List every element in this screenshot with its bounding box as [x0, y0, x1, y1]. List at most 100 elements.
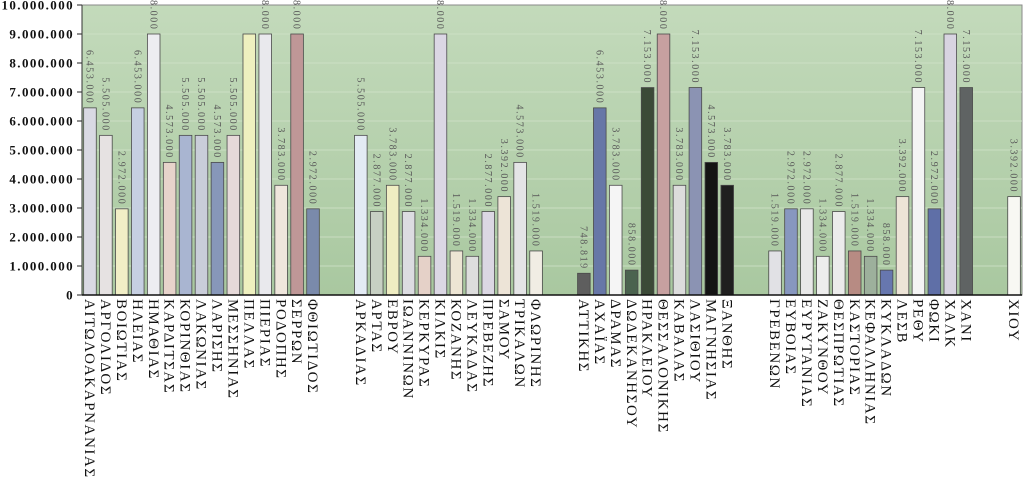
- bar-value-label: 7.153.000: [641, 30, 652, 84]
- x-tick-label: ΒΟΙΩΤΙΑΣ: [113, 299, 129, 383]
- bar-value-label: 5.505.000: [99, 77, 110, 131]
- bar: [816, 255, 830, 296]
- bar: [433, 33, 448, 296]
- bar-value-label: 2.877.000: [832, 154, 843, 208]
- bar-value-label: 2.972.000: [928, 151, 939, 205]
- bar-value-label: 3.783.000: [673, 127, 684, 181]
- x-tick-label: ΕΥΡΥΤΑΝΙΑΣ: [798, 299, 814, 408]
- x-tick-label: ΚΑΒΑΛΑΣ: [671, 299, 687, 383]
- bar-value-label: 2.877.000: [370, 154, 381, 208]
- bar: [656, 33, 671, 296]
- x-tick-label: ΚΑΣΤΟΡΙΑΣ: [846, 299, 862, 396]
- y-axis-labels: 0 1.000.000 2.000.000 3.000.000 4.000.000 5.0…: [2, 0, 75, 303]
- x-tick-label: ΖΑΚΥΝΘΟΥ: [814, 299, 830, 396]
- bar-value-label: 2.877.000: [402, 154, 413, 208]
- bar-value-label: 2.972.000: [785, 151, 796, 205]
- bar-value-label: 8.000: [147, 0, 158, 31]
- x-tick-label: ΙΩΑΝΝΙΝΩΝ: [400, 299, 416, 400]
- x-tick-label: ΚΕΦΑΛΛΗΝΙΑΣ: [862, 299, 878, 426]
- bar: [927, 208, 942, 296]
- bar-value-label: 3.392.000: [896, 139, 907, 193]
- y-tick-label: 10.000.000: [2, 0, 75, 13]
- x-tick-label: ΞΑΝΘΗΣ: [718, 299, 734, 370]
- bar: [385, 184, 400, 296]
- bar-value-label: 1.519.000: [530, 193, 541, 247]
- bar-value-label: 858.000: [625, 223, 636, 267]
- bar: [401, 211, 416, 296]
- bar-value-label: 3.783.000: [721, 127, 732, 181]
- bar: [146, 33, 161, 296]
- bar-value-label: 1.334.000: [864, 198, 875, 252]
- y-tick-label: 0: [66, 288, 74, 303]
- x-tick-label: ΣΑΜΟΥ: [495, 299, 511, 361]
- bar: [226, 134, 241, 296]
- bar-value-label: 6.453.000: [131, 50, 142, 104]
- x-tick-label: ΑΙΤΩΛΟΑΚΑΡΝΑΝΙΑΣ: [81, 299, 97, 479]
- bar: [417, 255, 432, 296]
- bar: [290, 33, 304, 296]
- x-tick-label: ΧΙΟΥ: [1005, 299, 1021, 342]
- bar: [784, 208, 798, 296]
- bar: [863, 255, 878, 296]
- x-tick-label: ΦΩΚΙ: [925, 299, 941, 343]
- bar: [131, 107, 145, 296]
- bar-value-label: 5.505.000: [179, 77, 190, 131]
- y-tick-label: 1.000.000: [9, 259, 74, 274]
- bar: [99, 134, 113, 296]
- bar-value-label: 4.573.000: [705, 104, 716, 158]
- bars: [83, 33, 1021, 296]
- x-tick-label: ΠΡΕΒΕΖΗΣ: [479, 299, 495, 388]
- x-tick-label: ΛΕΣΒ: [894, 299, 910, 344]
- bar: [513, 161, 527, 296]
- x-tick-label: ΠΙΕΡΙΑΣ: [256, 299, 272, 368]
- y-tick-label: 6.000.000: [9, 114, 74, 129]
- bar: [306, 208, 320, 296]
- x-tick-label: ΚΑΡΔΙΤΣΑΣ: [161, 299, 177, 394]
- bar-value-label: 8.000: [944, 0, 955, 31]
- bar-value-label: 3.783.000: [609, 127, 620, 181]
- x-tick-label: ΑΡΤΑΣ: [368, 299, 384, 354]
- y-tick-label: 3.000.000: [9, 201, 74, 216]
- x-tick-label: ΗΛΕΙΑΣ: [129, 299, 145, 364]
- bar: [688, 87, 703, 296]
- bar: [895, 196, 910, 296]
- bar-value-label: 5.505.000: [195, 77, 206, 131]
- bar: [354, 134, 368, 296]
- bar-value-label: 3.392.000: [1008, 139, 1019, 193]
- x-tick-label: ΡΟΔΟΠΗΣ: [272, 299, 288, 380]
- bar: [194, 134, 209, 296]
- x-tick-label: ΚΟΡΙΝΘΙΑΣ: [177, 299, 193, 394]
- bar: [848, 250, 862, 296]
- bar: [210, 161, 225, 296]
- bar: [704, 161, 719, 296]
- bar-value-label: 748.819: [577, 226, 588, 270]
- x-tick-label: ΘΕΣΣΑΛΟΝΙΚΗΣ: [655, 299, 671, 434]
- bar: [943, 33, 958, 296]
- bar-value-label: 5.505.000: [227, 77, 238, 131]
- bar: [370, 211, 384, 296]
- bar-value-label: 1.519.000: [848, 193, 859, 247]
- bar-value-label: 858.000: [880, 223, 891, 267]
- x-tick-label: ΑΡΚΑΔΙΑΣ: [352, 299, 368, 387]
- x-tick-label: ΚΙΛΚΙΣ: [432, 299, 448, 360]
- x-tick-label: ΗΜΑΘΙΑΣ: [145, 299, 161, 380]
- x-tick-label: ΛΑΡΙΣΗΣ: [209, 299, 225, 374]
- y-tick-label: 2.000.000: [9, 230, 74, 245]
- x-tick-label: ΚΟΖΑΝΗΣ: [448, 299, 464, 381]
- bar: [465, 255, 480, 296]
- bar: [274, 184, 288, 296]
- bar: [115, 208, 129, 296]
- x-tick-label: ΧΑΛΚ: [941, 299, 957, 349]
- y-tick-label: 7.000.000: [9, 85, 74, 100]
- bar: [959, 87, 973, 296]
- bar-value-label: 5.505.000: [354, 77, 365, 131]
- bar-value-label: 6.453.000: [84, 50, 95, 104]
- bar-value-label: 7.153.000: [689, 30, 700, 84]
- bar: [768, 250, 782, 296]
- x-tick-label: ΑΤΤΙΚΗΣ: [575, 299, 591, 373]
- bar: [83, 107, 97, 296]
- bar-value-label: 1.334.000: [466, 198, 477, 252]
- x-tick-label: ΛΑΚΩΝΙΑΣ: [193, 299, 209, 391]
- bar: [640, 87, 655, 296]
- bar-value-label: 8.000: [434, 0, 445, 31]
